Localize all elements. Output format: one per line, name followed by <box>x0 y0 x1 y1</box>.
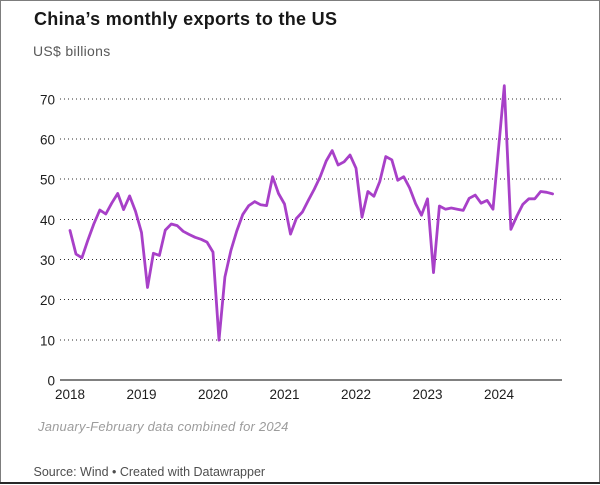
svg-text:40: 40 <box>40 213 55 228</box>
svg-text:10: 10 <box>40 334 55 349</box>
svg-text:2023: 2023 <box>412 387 442 402</box>
svg-text:2019: 2019 <box>126 387 156 402</box>
svg-text:30: 30 <box>40 253 55 268</box>
svg-text:2024: 2024 <box>484 387 515 402</box>
svg-text:2022: 2022 <box>341 387 371 402</box>
svg-text:50: 50 <box>40 173 55 188</box>
svg-text:2020: 2020 <box>198 387 228 402</box>
svg-text:2021: 2021 <box>269 387 299 402</box>
svg-text:0: 0 <box>47 374 55 389</box>
svg-text:60: 60 <box>40 133 55 148</box>
svg-text:2018: 2018 <box>55 387 85 402</box>
svg-text:70: 70 <box>40 93 55 108</box>
svg-text:20: 20 <box>40 293 55 308</box>
